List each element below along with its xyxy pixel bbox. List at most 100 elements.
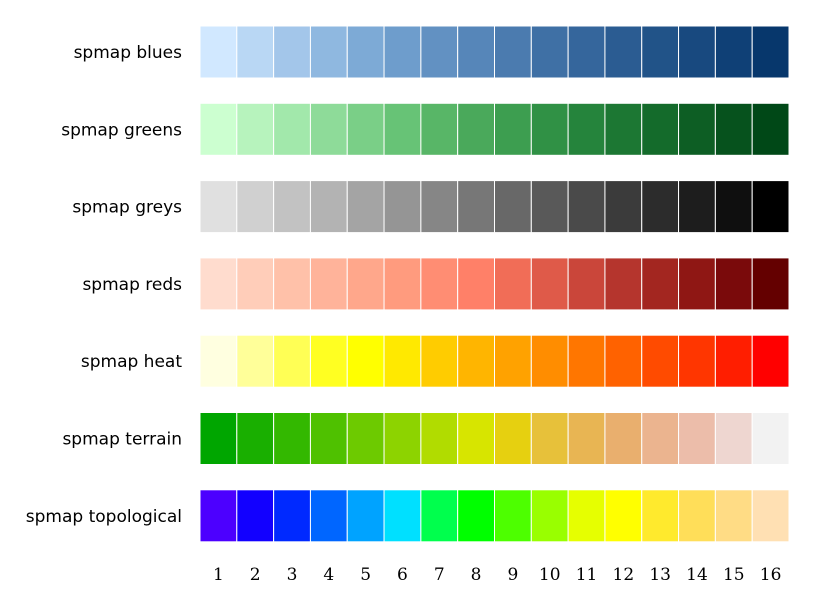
swatch-cell bbox=[383, 334, 422, 388]
swatch-cell bbox=[236, 102, 275, 156]
row-label: spmap blues bbox=[74, 43, 183, 63]
swatch-cell bbox=[494, 180, 532, 234]
row-label: spmap heat bbox=[81, 352, 182, 372]
swatch-cell bbox=[199, 102, 238, 156]
swatch-cell bbox=[641, 102, 680, 156]
swatch-cell bbox=[273, 489, 311, 543]
swatch-cell bbox=[678, 257, 716, 311]
swatch-cell bbox=[567, 412, 606, 465]
swatch-cell bbox=[494, 489, 532, 543]
swatch-cell bbox=[273, 102, 311, 156]
swatch-cell bbox=[641, 412, 680, 465]
swatch-cell bbox=[309, 180, 348, 234]
swatch-cell bbox=[751, 257, 790, 311]
row-label: spmap terrain bbox=[62, 430, 182, 450]
swatch-cell bbox=[383, 25, 422, 79]
swatch-cell bbox=[714, 412, 753, 465]
swatch-cell bbox=[420, 25, 459, 79]
swatch-cell bbox=[641, 257, 680, 311]
row-label: spmap greys bbox=[72, 198, 182, 218]
x-tick-label: 6 bbox=[397, 565, 408, 585]
swatch-cell bbox=[383, 102, 422, 156]
swatch-cell bbox=[346, 102, 385, 156]
swatch-cell bbox=[273, 412, 311, 465]
swatch-cell bbox=[420, 334, 459, 388]
swatch-cell bbox=[714, 25, 753, 79]
x-tick-label: 9 bbox=[507, 565, 518, 585]
swatch-cell bbox=[236, 412, 275, 465]
row-label: spmap reds bbox=[82, 275, 182, 295]
swatch-cell bbox=[309, 257, 348, 311]
swatch-cell bbox=[273, 334, 311, 388]
x-tick-label: 13 bbox=[649, 565, 671, 585]
swatch-cell bbox=[383, 257, 422, 311]
swatch-cell bbox=[604, 102, 643, 156]
swatch-cell bbox=[751, 25, 790, 79]
swatch-cell bbox=[273, 180, 311, 234]
swatch-cell bbox=[567, 334, 606, 388]
swatch-cell bbox=[457, 102, 496, 156]
swatch-cell bbox=[199, 180, 238, 234]
swatch-cells bbox=[199, 25, 790, 543]
swatch-cell bbox=[530, 102, 569, 156]
swatch-cell bbox=[420, 257, 459, 311]
swatch-cell bbox=[457, 25, 496, 79]
swatch-cell bbox=[604, 489, 643, 543]
swatch-cell bbox=[309, 489, 348, 543]
swatch-cell bbox=[530, 489, 569, 543]
swatch-cell bbox=[678, 489, 716, 543]
swatch-cell bbox=[751, 180, 790, 234]
swatch-cell bbox=[457, 489, 496, 543]
swatch-cell bbox=[236, 334, 275, 388]
x-tick-label: 14 bbox=[686, 565, 708, 585]
x-tick-label: 7 bbox=[434, 565, 445, 585]
swatch-cell bbox=[457, 257, 496, 311]
swatch-cell bbox=[751, 102, 790, 156]
swatch-cell bbox=[567, 102, 606, 156]
swatch-cell bbox=[420, 412, 459, 465]
swatch-cell bbox=[273, 257, 311, 311]
swatch-cell bbox=[678, 102, 716, 156]
swatch-cell bbox=[641, 334, 680, 388]
swatch-cell bbox=[199, 412, 238, 465]
swatch-cell bbox=[420, 489, 459, 543]
swatch-cell bbox=[751, 489, 790, 543]
swatch-cell bbox=[604, 412, 643, 465]
x-tick-label: 12 bbox=[613, 565, 635, 585]
swatch-cell bbox=[346, 180, 385, 234]
swatch-cell bbox=[530, 180, 569, 234]
swatch-cell bbox=[309, 412, 348, 465]
swatch-cell bbox=[567, 489, 606, 543]
x-tick-label: 10 bbox=[539, 565, 561, 585]
x-tick-label: 16 bbox=[760, 565, 782, 585]
swatch-cell bbox=[494, 334, 532, 388]
swatch-cell bbox=[714, 257, 753, 311]
swatch-cell bbox=[530, 334, 569, 388]
swatch-cell bbox=[420, 180, 459, 234]
swatch-cell bbox=[714, 102, 753, 156]
swatch-cell bbox=[678, 412, 716, 465]
swatch-cell bbox=[567, 25, 606, 79]
swatch-cell bbox=[457, 334, 496, 388]
swatch-cell bbox=[530, 25, 569, 79]
swatch-cell bbox=[346, 334, 385, 388]
swatch-cell bbox=[530, 412, 569, 465]
swatch-cell bbox=[567, 257, 606, 311]
swatch-cell bbox=[199, 334, 238, 388]
swatch-cell bbox=[346, 25, 385, 79]
swatch-cell bbox=[457, 412, 496, 465]
row-label: spmap greens bbox=[61, 120, 182, 140]
x-tick-label: 4 bbox=[323, 565, 334, 585]
swatch-cell bbox=[641, 25, 680, 79]
swatch-cell bbox=[751, 334, 790, 388]
swatch-cell bbox=[678, 180, 716, 234]
swatch-cell bbox=[309, 25, 348, 79]
x-tick-label: 5 bbox=[360, 565, 371, 585]
swatch-cell bbox=[494, 25, 532, 79]
x-tick-label: 15 bbox=[723, 565, 745, 585]
swatch-cell bbox=[236, 25, 275, 79]
row-labels: spmap blues spmap greens spmap greys spmap … bbox=[26, 43, 183, 527]
row-label: spmap topological bbox=[26, 507, 182, 527]
swatch-cell bbox=[199, 257, 238, 311]
